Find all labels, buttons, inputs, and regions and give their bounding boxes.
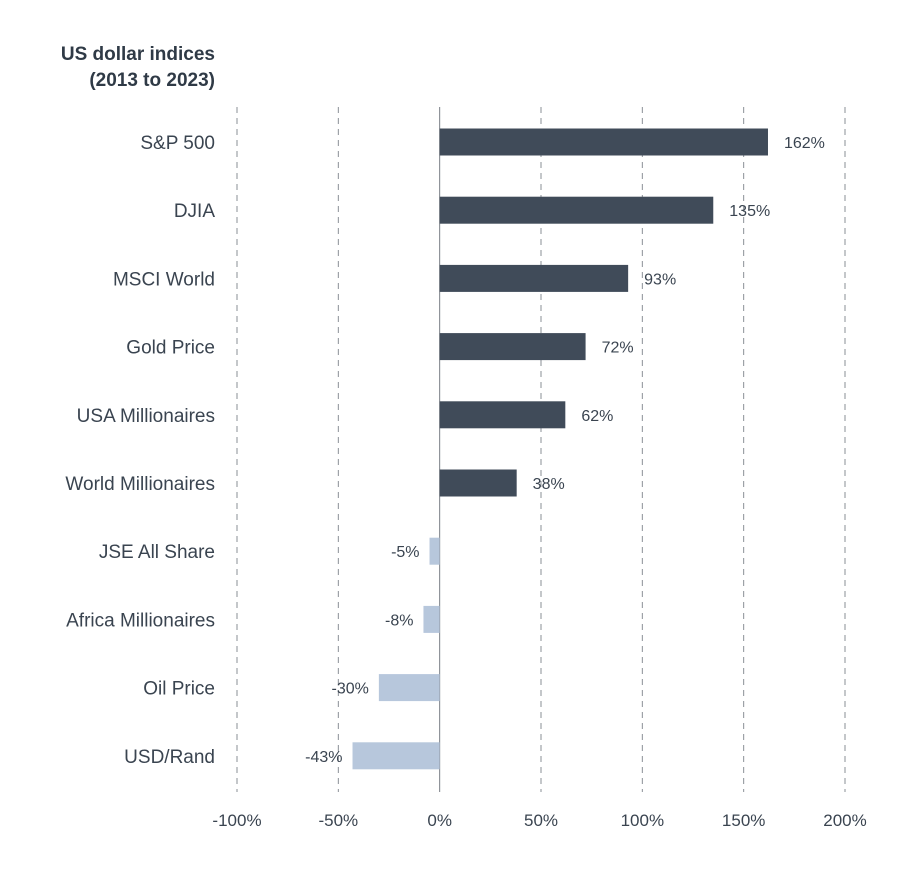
category-label: World Millionaires — [65, 474, 215, 495]
category-label: Gold Price — [126, 338, 215, 359]
category-labels: S&P 500 DJIA MSCI World Gold Price USA Milli… — [65, 133, 215, 768]
bar — [439, 196, 714, 224]
category-label: Oil Price — [143, 679, 215, 700]
category-label: Africa Millionaires — [66, 610, 215, 631]
value-label: -5% — [391, 544, 419, 561]
x-tick-label: 50% — [524, 811, 558, 830]
value-label: 93% — [644, 271, 676, 288]
bar — [439, 333, 586, 361]
x-tick-label: -50% — [318, 811, 358, 830]
chart-title-line-2: (2013 to 2023) — [89, 70, 215, 91]
category-label: DJIA — [174, 201, 216, 222]
chart-title-line-1: US dollar indices — [61, 44, 215, 65]
category-label: MSCI World — [113, 269, 215, 290]
bar — [378, 674, 440, 702]
bar — [423, 605, 440, 633]
bar — [352, 742, 440, 770]
category-label: JSE All Share — [99, 542, 215, 563]
x-tick-label: 150% — [722, 811, 765, 830]
value-label: 72% — [602, 340, 634, 357]
value-label: 62% — [581, 408, 613, 425]
bar — [439, 264, 629, 292]
value-label: 135% — [729, 203, 770, 220]
chart-title: US dollar indices (2013 to 2023) — [61, 44, 215, 91]
bars — [352, 128, 768, 770]
x-tick-label: 100% — [621, 811, 664, 830]
bar — [439, 128, 768, 156]
value-labels: 162% 135% 93% 72% 62% 38% -5% -8% -30% -43% — [305, 135, 825, 766]
bar — [439, 469, 517, 497]
category-label: USA Millionaires — [77, 406, 215, 427]
category-label: S&P 500 — [140, 133, 215, 154]
x-tick-label: -100% — [212, 811, 261, 830]
value-label: -8% — [385, 612, 413, 629]
value-label: -30% — [332, 681, 369, 698]
value-label: -43% — [305, 749, 342, 766]
bar — [439, 401, 566, 429]
x-axis-tick-labels: -100% -50% 0% 50% 100% 150% 200% — [212, 811, 866, 830]
bar — [429, 537, 440, 565]
x-tick-label: 0% — [427, 811, 452, 830]
category-label: USD/Rand — [124, 747, 215, 768]
value-label: 38% — [533, 476, 565, 493]
x-tick-label: 200% — [823, 811, 866, 830]
value-label: 162% — [784, 135, 825, 152]
